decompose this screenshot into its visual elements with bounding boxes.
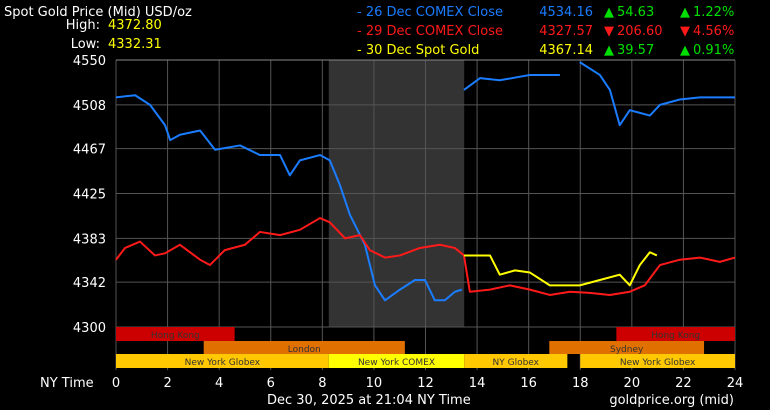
price-lines xyxy=(115,61,736,302)
session-bar xyxy=(580,354,735,368)
legend-percent: 1.22% xyxy=(693,5,734,20)
legend-change: 206.60 xyxy=(617,24,663,39)
y-tick-label: 4342 xyxy=(73,276,106,291)
session-bar xyxy=(616,327,735,341)
legend-price: 4367.14 xyxy=(539,43,593,58)
y-tick-label: 4467 xyxy=(73,143,106,158)
x-tick-label: 2 xyxy=(163,376,171,391)
series-line xyxy=(463,73,560,91)
chart-title: Spot Gold Price (Mid) USD/oz xyxy=(4,5,192,20)
y-tick-label: 4300 xyxy=(73,321,106,336)
high-label: High: xyxy=(66,18,100,33)
arrow-up-icon: ▲ xyxy=(680,5,690,20)
arrow-up-icon: ▲ xyxy=(604,5,614,20)
legend-label: - 30 Dec Spot Gold xyxy=(357,43,479,58)
legend-percent: 4.56% xyxy=(693,24,734,39)
legend-change: 39.57 xyxy=(617,43,654,58)
legend-label: - 26 Dec COMEX Close xyxy=(357,5,503,20)
x-tick-label: 4 xyxy=(215,376,223,391)
session-bar xyxy=(203,341,405,354)
arrow-up-icon: ▲ xyxy=(680,43,690,58)
arrow-down-icon: ▼ xyxy=(604,24,614,39)
x-tick-label: 12 xyxy=(417,376,434,391)
y-tick-label: 4425 xyxy=(73,188,106,203)
session-label: New York Globex xyxy=(620,358,696,368)
footer-date: Dec 30, 2025 at 21:04 NY Time xyxy=(267,393,471,408)
x-tick-label: 18 xyxy=(572,376,589,391)
low-value: 4332.31 xyxy=(108,37,162,52)
legend-label: - 29 Dec COMEX Close xyxy=(357,24,503,39)
session-bar xyxy=(328,354,465,368)
session-label: NY Globex xyxy=(493,358,540,368)
legend: - 26 Dec COMEX Close 4534.16 ▲ 54.63 ▲ 1.22%-… xyxy=(357,5,734,58)
low-label: Low: xyxy=(71,37,100,52)
session-bar xyxy=(464,354,568,368)
session-bar xyxy=(549,341,705,354)
legend-price: 4534.16 xyxy=(539,5,593,20)
legend-percent: 0.91% xyxy=(693,43,734,58)
y-tick-label: 4550 xyxy=(73,54,106,69)
x-tick-label: 24 xyxy=(727,376,744,391)
arrow-down-icon: ▼ xyxy=(680,24,690,39)
session-label: New York COMEX xyxy=(358,358,435,368)
session-label: New York Globex xyxy=(185,358,261,368)
series-line xyxy=(463,251,658,287)
session-label: Hong Kong xyxy=(651,331,700,341)
y-tick-label: 4508 xyxy=(73,99,106,114)
session-bar xyxy=(116,354,329,368)
x-tick-label: 16 xyxy=(520,376,537,391)
x-tick-label: 20 xyxy=(624,376,641,391)
legend-change: 54.63 xyxy=(617,5,654,20)
x-tick-label: 14 xyxy=(469,376,486,391)
x-tick-label: 0 xyxy=(112,376,120,391)
x-tick-label: 10 xyxy=(366,376,383,391)
x-tick-label: 22 xyxy=(675,376,692,391)
series-line xyxy=(579,61,735,127)
legend-price: 4327.57 xyxy=(539,24,593,39)
x-tick-label: 6 xyxy=(267,376,275,391)
series-line xyxy=(115,217,736,296)
session-label: Sydney xyxy=(610,345,644,355)
footer-source: goldprice.org (mid) xyxy=(609,393,734,408)
x-tick-label: 8 xyxy=(318,376,326,391)
grid xyxy=(115,59,736,370)
y-tick-label: 4383 xyxy=(73,232,106,247)
session-bar xyxy=(116,327,235,341)
arrow-up-icon: ▲ xyxy=(604,43,614,58)
series-line xyxy=(115,94,463,302)
session-label: London xyxy=(288,345,321,355)
session-label: Hong Kong xyxy=(151,331,200,341)
trading-sessions: Hong Kong Hong Kong London Sydney New York G… xyxy=(116,327,735,368)
x-axis-label: NY Time xyxy=(40,376,94,391)
high-value: 4372.80 xyxy=(108,18,162,33)
